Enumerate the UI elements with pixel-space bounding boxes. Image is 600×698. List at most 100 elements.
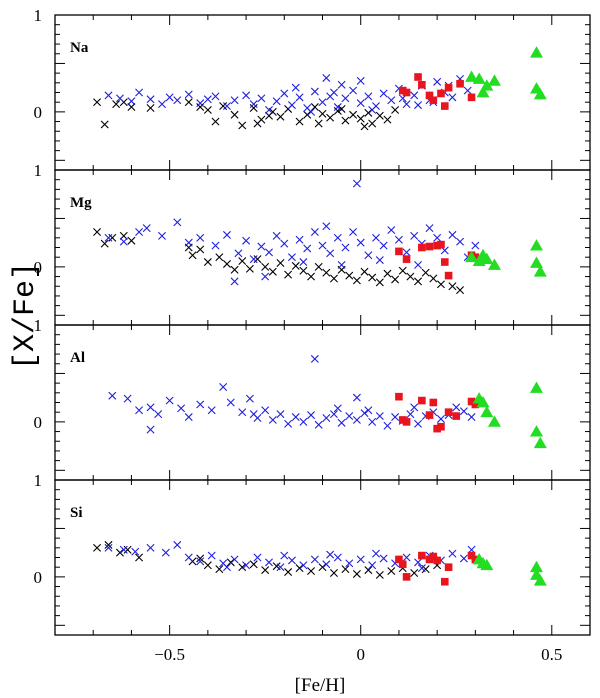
data-point-green-triangle [530,239,543,251]
data-point-black-cross [100,120,109,129]
data-point-blue-cross [322,222,331,231]
data-point-red-square [402,255,411,263]
data-point-black-cross [276,259,285,267]
data-point-blue-cross [410,91,419,100]
data-point-black-cross [291,261,300,270]
data-point-red-square [444,408,453,416]
data-point-blue-cross [341,243,350,252]
data-point-black-cross [391,275,400,284]
data-point-black-cross [276,112,285,121]
data-point-blue-cross [337,260,346,269]
data-point-red-square [402,573,411,581]
data-point-blue-cross [245,394,254,403]
data-point-blue-cross [375,256,384,265]
data-point-blue-cross [142,224,151,233]
data-point-blue-cross [379,241,388,250]
data-point-blue-cross [299,258,308,267]
data-point-black-cross [345,271,354,280]
data-point-green-triangle [465,250,479,263]
data-point-blue-cross [135,88,144,97]
data-point-blue-cross [456,237,465,246]
data-point-blue-cross [333,103,342,112]
data-point-blue-cross [211,92,220,101]
data-point-black-cross [265,111,273,120]
data-point-blue-cross [307,107,316,116]
y-tick-label: 0 [34,413,43,432]
data-point-black-cross [333,106,342,115]
data-point-blue-cross [207,551,216,560]
data-point-blue-cross [352,393,361,402]
data-point-black-cross [196,245,205,254]
data-point-black-cross [326,113,335,122]
data-point-blue-cross [287,556,296,565]
data-point-black-cross [203,258,212,267]
data-point-blue-cross [222,102,231,111]
data-point-blue-cross [173,540,182,549]
data-point-black-cross [352,276,361,285]
data-point-blue-cross [265,558,273,567]
data-point-blue-cross [184,238,193,247]
data-point-black-cross [299,266,308,275]
data-point-black-cross [203,561,212,570]
data-point-blue-cross [360,409,369,418]
data-point-black-cross [249,104,258,112]
x-axis: −0.5 0 0.5 [154,645,562,664]
data-point-red-square [471,555,480,564]
data-point-blue-cross [265,105,273,114]
data-point-green-triangle [476,86,490,98]
data-point-blue-cross [299,561,308,570]
data-point-green-triangle [465,70,479,82]
data-point-green-triangle [480,558,494,571]
data-point-blue-cross [184,413,193,422]
data-point-black-cross [230,110,239,119]
data-point-blue-cross [356,238,365,247]
data-point-black-cross [196,554,205,563]
y-tick-label: 1 [34,471,43,490]
data-point-blue-cross [184,90,193,99]
data-point-blue-cross [337,418,346,427]
data-point-blue-cross [459,554,468,563]
data-point-blue-cross [265,248,273,257]
data-point-red-square [398,416,407,424]
data-point-blue-cross [383,421,392,430]
data-point-blue-cross [402,553,411,562]
data-point-black-cross [383,269,392,278]
data-point-blue-cross [314,420,323,429]
data-point-black-cross [341,116,350,125]
element-label: Si [70,505,83,521]
data-point-black-cross [93,228,102,236]
data-point-red-square [471,400,480,409]
element-label: Al [70,350,85,366]
data-point-black-cross [295,564,304,573]
data-point-blue-cross [326,550,335,559]
data-point-black-cross [429,274,438,283]
data-point-blue-cross [219,383,228,391]
element-label: Mg [70,195,92,211]
data-point-black-cross [108,233,117,242]
x-tick-label: 0 [356,645,365,664]
data-point-blue-cross [329,88,338,97]
data-point-blue-cross [310,555,319,564]
data-point-black-cross [375,111,384,120]
data-point-blue-cross [379,89,388,98]
data-point-red-square [418,80,426,89]
data-point-blue-cross [433,77,442,86]
data-point-red-square [444,271,453,280]
data-point-black-cross [383,115,392,124]
data-point-blue-cross [230,555,239,564]
data-point-blue-cross [333,233,342,242]
data-point-red-square [437,422,445,431]
data-point-blue-cross [375,412,384,421]
data-point-black-cross [364,108,373,117]
data-point-blue-cross [230,277,239,286]
data-point-blue-cross [257,94,266,103]
data-point-black-cross [261,262,270,271]
data-point-red-square [467,93,476,102]
data-point-blue-cross [222,230,231,239]
data-point-black-cross [238,257,247,266]
data-point-red-square [437,89,445,98]
data-point-blue-cross [364,251,373,260]
data-point-blue-cross [368,417,377,426]
data-point-blue-cross [203,95,212,104]
